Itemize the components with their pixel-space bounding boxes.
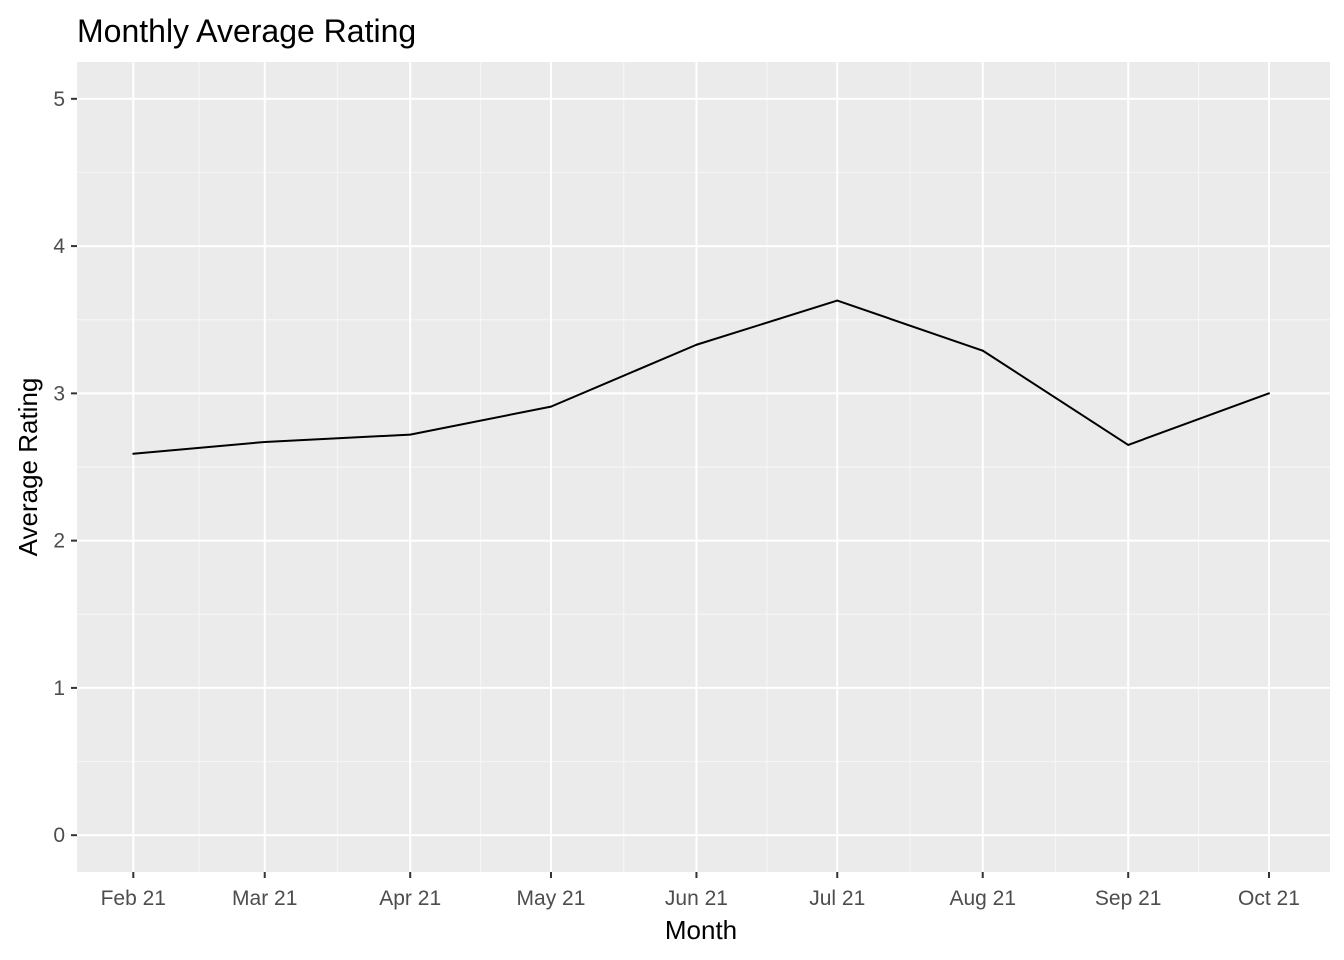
data-point bbox=[263, 440, 266, 443]
data-point bbox=[836, 299, 839, 302]
x-tick-label: May 21 bbox=[517, 887, 586, 910]
y-axis-title: Average Rating bbox=[13, 378, 43, 557]
x-tick-label: Apr 21 bbox=[379, 887, 441, 910]
grid-minor-lines bbox=[77, 62, 1330, 872]
y-tick-label: 4 bbox=[53, 235, 65, 258]
data-point bbox=[409, 433, 412, 436]
data-point bbox=[981, 349, 984, 352]
series-layer bbox=[132, 299, 1270, 455]
data-point bbox=[1267, 392, 1270, 395]
y-tick-label: 3 bbox=[53, 382, 65, 405]
x-tick-label: Oct 21 bbox=[1238, 887, 1300, 910]
y-tick-label: 1 bbox=[53, 677, 65, 700]
data-point bbox=[1127, 443, 1130, 446]
y-tick-label: 5 bbox=[53, 88, 65, 111]
x-tick-label: Jun 21 bbox=[665, 887, 728, 910]
y-tick-label: 0 bbox=[53, 824, 65, 847]
x-tick-label: Jul 21 bbox=[809, 887, 865, 910]
data-point bbox=[695, 343, 698, 346]
x-axis: Feb 21 Mar 21 Apr 21 May 21 Jun 21 Jul 21 Aug … bbox=[101, 872, 1300, 910]
x-tick-label: Mar 21 bbox=[232, 887, 297, 910]
data-point bbox=[549, 405, 552, 408]
data-point bbox=[132, 452, 135, 455]
y-tick-label: 2 bbox=[53, 530, 65, 553]
x-axis-title: Month bbox=[665, 915, 737, 945]
x-tick-label: Feb 21 bbox=[101, 887, 166, 910]
x-tick-label: Aug 21 bbox=[949, 887, 1016, 910]
y-axis: 0 1 2 3 4 5 bbox=[53, 88, 77, 847]
x-tick-label: Sep 21 bbox=[1095, 887, 1162, 910]
grid-major-lines bbox=[77, 62, 1330, 872]
chart-title: Monthly Average Rating bbox=[77, 13, 416, 49]
